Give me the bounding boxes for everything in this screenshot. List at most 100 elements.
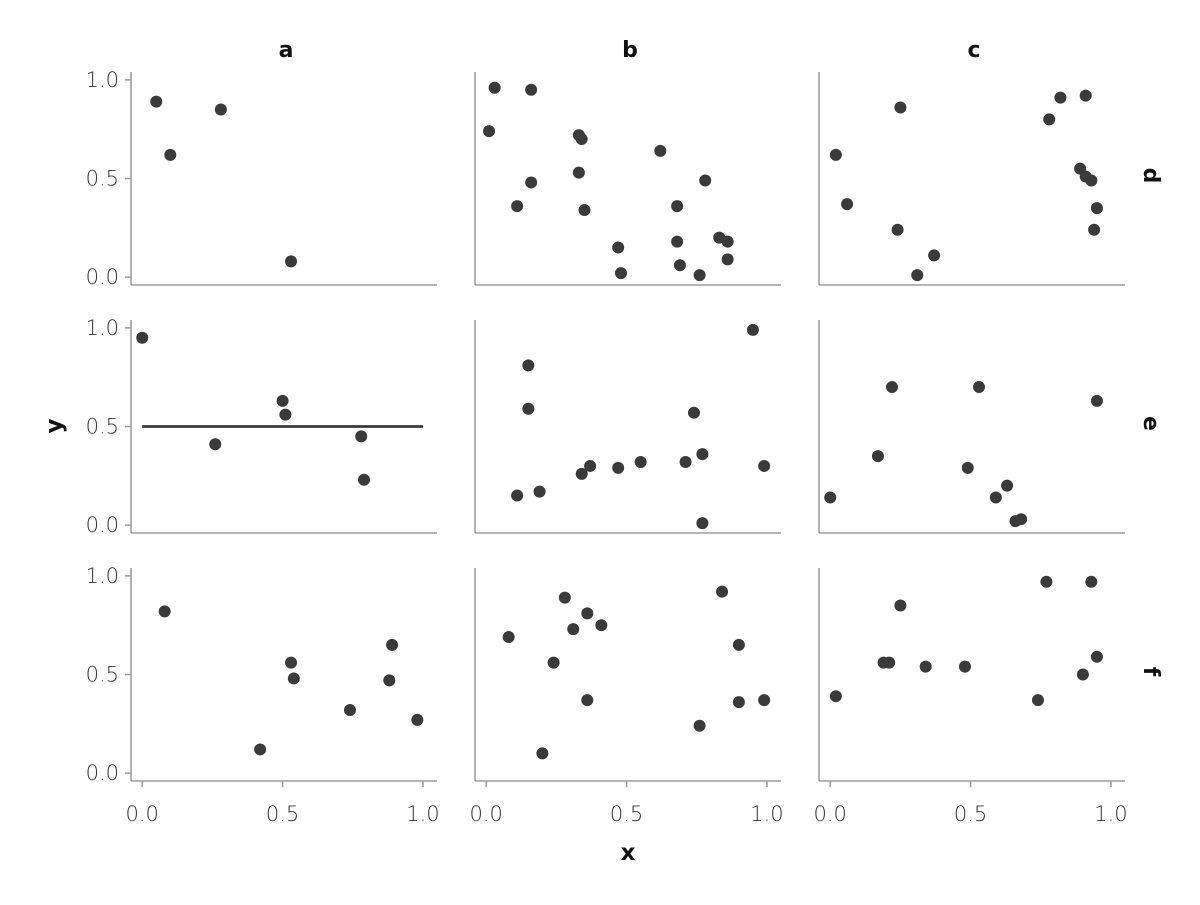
data-point [829, 690, 842, 703]
data-point [654, 144, 667, 157]
data-point [575, 133, 588, 146]
data-point [383, 674, 396, 687]
data-point [578, 204, 591, 217]
facet-row-label-e: e [1138, 416, 1163, 431]
data-point [696, 517, 709, 530]
data-point [285, 656, 298, 669]
data-point [758, 694, 771, 707]
x-tick-label: 0.0 [814, 802, 847, 826]
y-tick-label: 0.0 [86, 513, 119, 537]
data-point [1085, 575, 1098, 588]
x-tick-label: 0.5 [954, 802, 987, 826]
x-tick-label: 0.0 [126, 802, 159, 826]
facet-col-label-c: c [967, 38, 980, 63]
data-point [693, 269, 706, 282]
data-point [829, 148, 842, 161]
data-point [276, 394, 289, 407]
data-point [502, 631, 515, 644]
data-point [547, 656, 560, 669]
x-tick-label: 0.5 [266, 802, 299, 826]
data-point [721, 235, 734, 248]
data-point [581, 607, 594, 620]
data-point [841, 198, 854, 211]
data-point [584, 459, 597, 472]
data-point [511, 489, 524, 502]
y-tick-label: 1.0 [86, 564, 119, 588]
x-tick-label: 1.0 [1094, 802, 1127, 826]
data-point [928, 249, 941, 262]
x-tick-label: 0.0 [470, 802, 503, 826]
data-point [1079, 89, 1092, 102]
y-tick-label: 0.0 [86, 265, 119, 289]
data-point [158, 605, 171, 618]
data-point [572, 166, 585, 179]
data-point [483, 125, 496, 138]
data-point [488, 81, 501, 94]
data-point [1054, 91, 1067, 104]
data-point [511, 200, 524, 213]
data-point [581, 694, 594, 707]
data-point [824, 491, 837, 504]
data-point [254, 743, 267, 756]
data-point [699, 174, 712, 187]
data-point [536, 747, 549, 760]
data-point [961, 461, 974, 474]
data-point [883, 656, 896, 669]
x-tick-label: 1.0 [406, 802, 439, 826]
data-point [1001, 479, 1014, 492]
data-point [746, 323, 759, 336]
data-point [575, 467, 588, 480]
y-tick-label: 1.0 [86, 316, 119, 340]
data-point [522, 359, 535, 372]
data-point [634, 456, 647, 468]
data-point [1040, 575, 1053, 588]
data-point [758, 459, 771, 472]
y-tick-label: 0.5 [86, 663, 119, 687]
data-point [911, 269, 924, 282]
data-point [533, 485, 546, 498]
data-point [164, 148, 177, 161]
data-point [693, 719, 706, 732]
data-point [136, 331, 149, 344]
y-tick-label: 1.0 [86, 68, 119, 92]
data-point [614, 267, 627, 280]
data-point [209, 438, 222, 451]
data-point [567, 623, 580, 636]
facet-col-label-a: a [279, 38, 294, 63]
x-tick-label: 0.5 [610, 802, 643, 826]
data-point [358, 473, 371, 486]
data-point [1090, 650, 1103, 663]
data-point [279, 408, 292, 421]
data-point [355, 430, 368, 443]
data-point [679, 456, 692, 468]
data-point [612, 241, 625, 254]
data-point [696, 448, 709, 461]
data-point [721, 253, 734, 266]
data-point [558, 591, 571, 604]
data-point [716, 585, 729, 598]
data-point [386, 638, 399, 651]
facet-col-label-b: b [622, 38, 638, 63]
data-point [894, 101, 907, 114]
data-point [673, 259, 686, 272]
data-point [894, 599, 907, 612]
data-point [343, 704, 356, 716]
data-point [885, 381, 898, 394]
y-axis-title: y [42, 419, 68, 434]
data-point [732, 638, 745, 651]
data-point [671, 235, 684, 248]
data-point [1031, 694, 1044, 707]
data-point [1090, 202, 1103, 215]
data-point [411, 713, 424, 726]
data-point [522, 402, 535, 415]
data-point [732, 696, 745, 709]
data-point [871, 450, 884, 463]
data-point [958, 660, 971, 673]
facet-row-label-f: f [1138, 667, 1163, 677]
data-point [150, 95, 163, 108]
data-point [671, 200, 684, 213]
facet-row-label-d: d [1138, 168, 1163, 184]
data-point [687, 406, 700, 419]
